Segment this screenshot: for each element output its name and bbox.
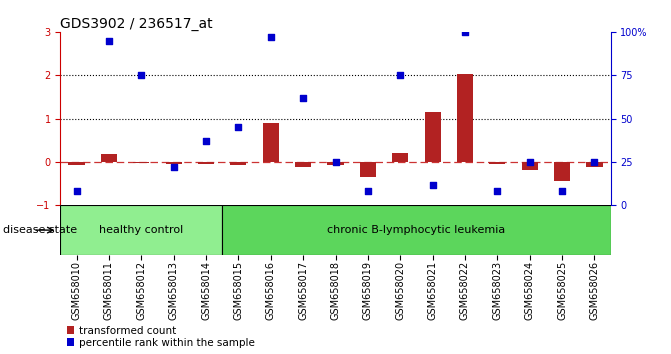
- Bar: [230, 162, 246, 165]
- Bar: [521, 162, 537, 170]
- Bar: [60, 205, 222, 255]
- Bar: [425, 112, 441, 162]
- Bar: [489, 162, 505, 164]
- Legend: transformed count, percentile rank within the sample: transformed count, percentile rank withi…: [66, 325, 256, 349]
- Text: chronic B-lymphocytic leukemia: chronic B-lymphocytic leukemia: [327, 225, 505, 235]
- Text: healthy control: healthy control: [99, 225, 183, 235]
- Text: disease state: disease state: [3, 225, 77, 235]
- Text: GDS3902 / 236517_at: GDS3902 / 236517_at: [60, 17, 213, 31]
- Point: [168, 164, 179, 170]
- Point: [460, 29, 470, 35]
- Bar: [554, 162, 570, 182]
- Point: [201, 138, 211, 144]
- Bar: [134, 162, 150, 163]
- Bar: [262, 123, 279, 162]
- Point: [362, 189, 373, 194]
- Point: [233, 124, 244, 130]
- Point: [103, 38, 114, 44]
- Point: [266, 34, 276, 40]
- Bar: [222, 205, 611, 255]
- Bar: [586, 162, 603, 167]
- Bar: [295, 162, 311, 167]
- Point: [557, 189, 568, 194]
- Point: [427, 182, 438, 187]
- Point: [71, 189, 82, 194]
- Bar: [392, 153, 409, 162]
- Bar: [457, 74, 473, 162]
- Bar: [360, 162, 376, 177]
- Bar: [101, 154, 117, 162]
- Bar: [327, 162, 344, 165]
- Point: [589, 159, 600, 165]
- Bar: [166, 162, 182, 164]
- Bar: [198, 162, 214, 164]
- Point: [492, 189, 503, 194]
- Point: [395, 73, 405, 78]
- Point: [524, 159, 535, 165]
- Bar: [68, 162, 85, 165]
- Point: [330, 159, 341, 165]
- Point: [298, 95, 309, 101]
- Point: [136, 73, 147, 78]
